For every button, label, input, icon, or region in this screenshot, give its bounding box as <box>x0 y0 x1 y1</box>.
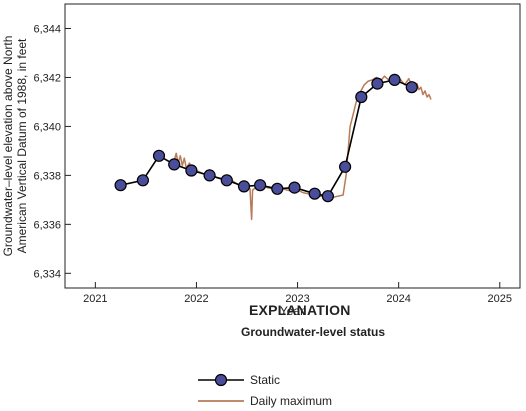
x-axis-title: Year <box>280 304 304 318</box>
series-daily-maximum-line <box>173 75 432 221</box>
plot-area <box>64 3 521 289</box>
x-tick-label-2021: 2021 <box>83 293 107 305</box>
y-tick-label-6336: 6,336 <box>33 219 61 231</box>
static-point <box>271 182 284 195</box>
plot-frame <box>64 3 521 289</box>
x-tick-label-2023: 2023 <box>285 293 309 305</box>
x-tick-label-2024: 2024 <box>386 293 410 305</box>
legend-item-static: Static <box>198 372 398 390</box>
x-axis: 2021 2022 2023 2024 2025 <box>83 282 512 305</box>
static-point <box>220 174 233 187</box>
static-point <box>308 187 321 200</box>
static-point <box>136 174 149 187</box>
static-point <box>388 73 401 87</box>
static-point <box>152 149 166 162</box>
y-axis-title-line-1: Groundwater–level elevation above North <box>1 36 15 257</box>
static-point <box>254 179 267 192</box>
static-point <box>168 158 181 171</box>
static-point <box>185 164 198 177</box>
static-point <box>405 81 418 94</box>
static-point <box>237 180 251 193</box>
static-legend-swatch <box>198 373 244 387</box>
static-point <box>321 190 334 203</box>
static-point <box>114 179 127 192</box>
y-tick-label-6340: 6,340 <box>33 121 61 133</box>
legend-subtitle: Groundwater-level status <box>241 325 386 339</box>
y-tick-label-6344: 6,344 <box>33 23 61 35</box>
legend-title: EXPLANATION <box>249 302 351 318</box>
y-axis: 6,334 6,336 6,338 6,340 6,342 6,344 <box>33 23 71 280</box>
y-tick-label-6334: 6,334 <box>33 268 61 280</box>
static-point <box>339 160 352 173</box>
series-static-line <box>120 79 413 198</box>
x-tick-label-2022: 2022 <box>184 293 208 305</box>
daily-maximum-legend-label: Daily maximum <box>250 394 333 408</box>
static-legend-label: Static <box>250 373 281 387</box>
y-axis-title-line-2: American Vertical Datum of 1988, in feet <box>15 38 29 253</box>
legend-item-daily-maximum: Daily maximum <box>198 393 398 411</box>
static-point <box>355 90 368 104</box>
series-layer <box>114 73 432 221</box>
static-point <box>371 77 384 90</box>
daily-maximum-legend-swatch <box>198 400 244 402</box>
static-point <box>288 181 301 194</box>
y-tick-label-6338: 6,338 <box>33 170 61 182</box>
static-point <box>203 169 216 182</box>
y-tick-label-6342: 6,342 <box>33 72 61 84</box>
x-tick-label-2025: 2025 <box>488 293 512 305</box>
